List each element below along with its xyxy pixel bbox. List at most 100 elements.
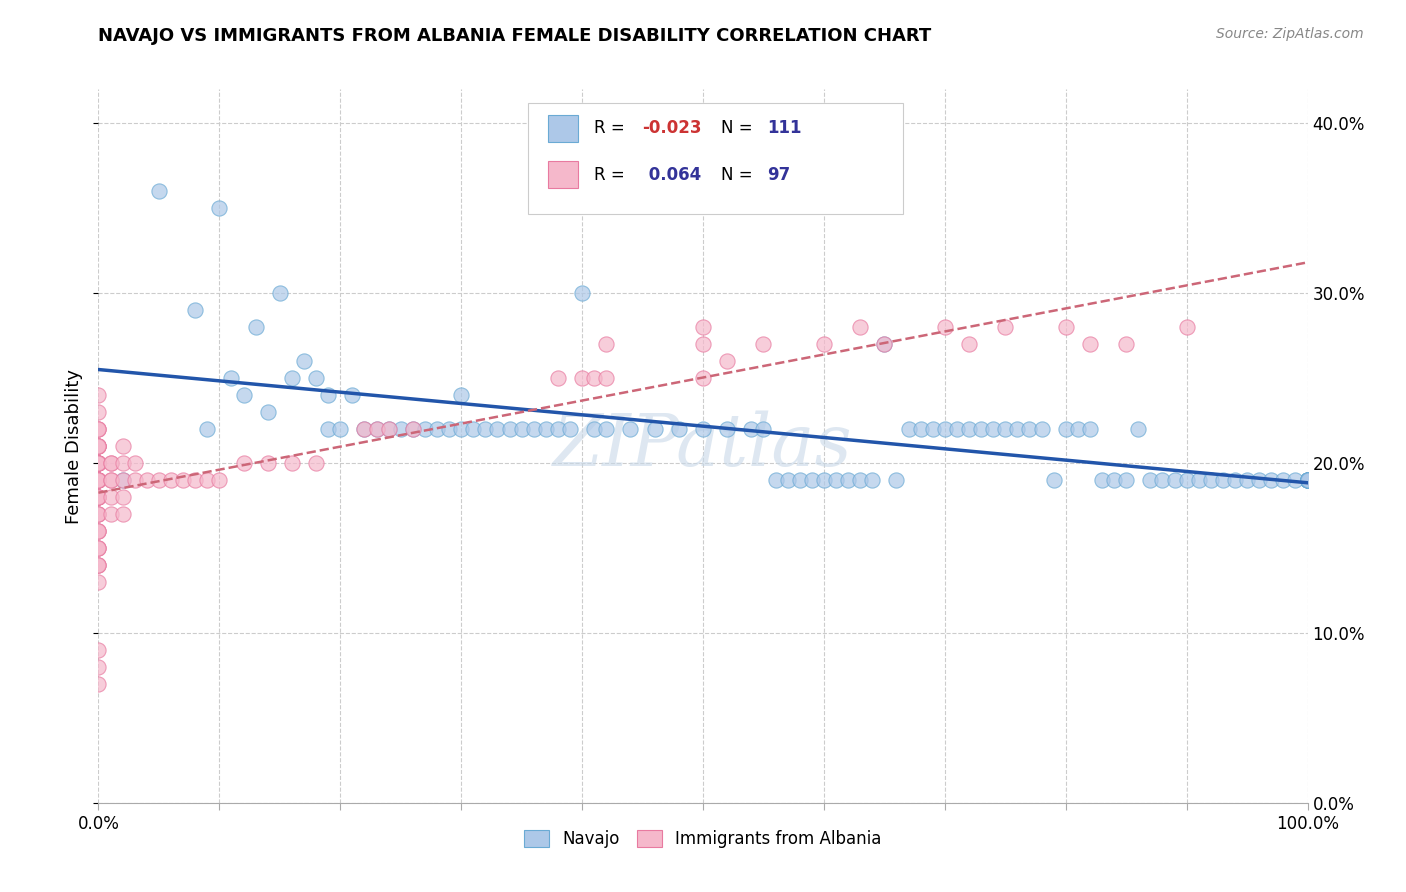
Point (87, 558, 110, 572)
Point (87, 490, 110, 504)
Point (256, 405, 278, 419)
Point (87, 422, 110, 436)
Point (1260, 473, 1282, 487)
Point (87, 439, 110, 453)
Text: 111: 111 (768, 120, 801, 137)
Point (849, 320, 872, 334)
Point (595, 422, 617, 436)
Point (789, 473, 811, 487)
Point (668, 422, 690, 436)
Point (353, 422, 375, 436)
Point (873, 337, 896, 351)
Point (595, 337, 617, 351)
Point (87, 456, 110, 470)
Point (100, 473, 122, 487)
Point (87, 507, 110, 521)
Point (87, 507, 110, 521)
Point (87, 490, 110, 504)
Point (716, 354, 738, 368)
Point (184, 473, 207, 487)
Point (87, 473, 110, 487)
Point (474, 422, 496, 436)
Point (87, 574, 110, 589)
Point (510, 422, 533, 436)
Text: N =: N = (721, 120, 758, 137)
Point (366, 422, 388, 436)
Point (1199, 473, 1222, 487)
Point (463, 422, 485, 436)
Point (1296, 473, 1319, 487)
Point (377, 422, 399, 436)
Point (87, 490, 110, 504)
Point (910, 422, 932, 436)
Point (1296, 473, 1319, 487)
Text: 97: 97 (768, 166, 790, 184)
Point (897, 422, 920, 436)
Point (135, 473, 157, 487)
Point (534, 422, 557, 436)
Point (1007, 422, 1029, 436)
Point (558, 422, 581, 436)
Point (87, 473, 110, 487)
Point (111, 490, 134, 504)
Point (1272, 473, 1295, 487)
Point (111, 456, 134, 470)
Point (232, 456, 254, 470)
Point (87, 490, 110, 504)
Point (316, 388, 339, 402)
Point (100, 456, 122, 470)
Point (1296, 473, 1319, 487)
FancyBboxPatch shape (548, 161, 578, 188)
Point (1042, 473, 1064, 487)
Point (583, 371, 606, 385)
Point (1054, 422, 1077, 436)
Point (1102, 473, 1125, 487)
Point (87, 524, 110, 538)
Point (692, 422, 714, 436)
Point (305, 456, 328, 470)
Point (1175, 473, 1198, 487)
Point (87, 541, 110, 555)
Point (752, 337, 775, 351)
Point (208, 473, 231, 487)
Text: N =: N = (721, 166, 758, 184)
Point (269, 286, 291, 301)
Point (776, 473, 799, 487)
Point (1296, 473, 1319, 487)
Point (172, 473, 194, 487)
Point (1296, 473, 1319, 487)
Point (1296, 473, 1319, 487)
Point (486, 422, 509, 436)
Point (1296, 473, 1319, 487)
FancyBboxPatch shape (527, 103, 903, 214)
Point (87, 490, 110, 504)
Point (1296, 473, 1319, 487)
Point (87, 456, 110, 470)
Point (111, 473, 134, 487)
Point (87, 388, 110, 402)
Point (281, 456, 304, 470)
Point (402, 422, 425, 436)
Point (1054, 320, 1077, 334)
Point (329, 422, 352, 436)
Point (1296, 473, 1319, 487)
Point (353, 422, 375, 436)
Point (970, 422, 993, 436)
Point (1128, 422, 1150, 436)
Point (800, 473, 823, 487)
Point (87, 456, 110, 470)
Point (571, 286, 593, 301)
Point (1296, 473, 1319, 487)
Point (981, 422, 1004, 436)
Point (87, 558, 110, 572)
Point (644, 422, 666, 436)
Point (100, 473, 122, 487)
Text: R =: R = (595, 166, 630, 184)
Point (87, 422, 110, 436)
Point (1115, 473, 1137, 487)
Point (87, 643, 110, 657)
Point (1175, 320, 1198, 334)
Point (342, 388, 364, 402)
Point (256, 456, 278, 470)
Text: ZIPatlas: ZIPatlas (553, 410, 853, 482)
